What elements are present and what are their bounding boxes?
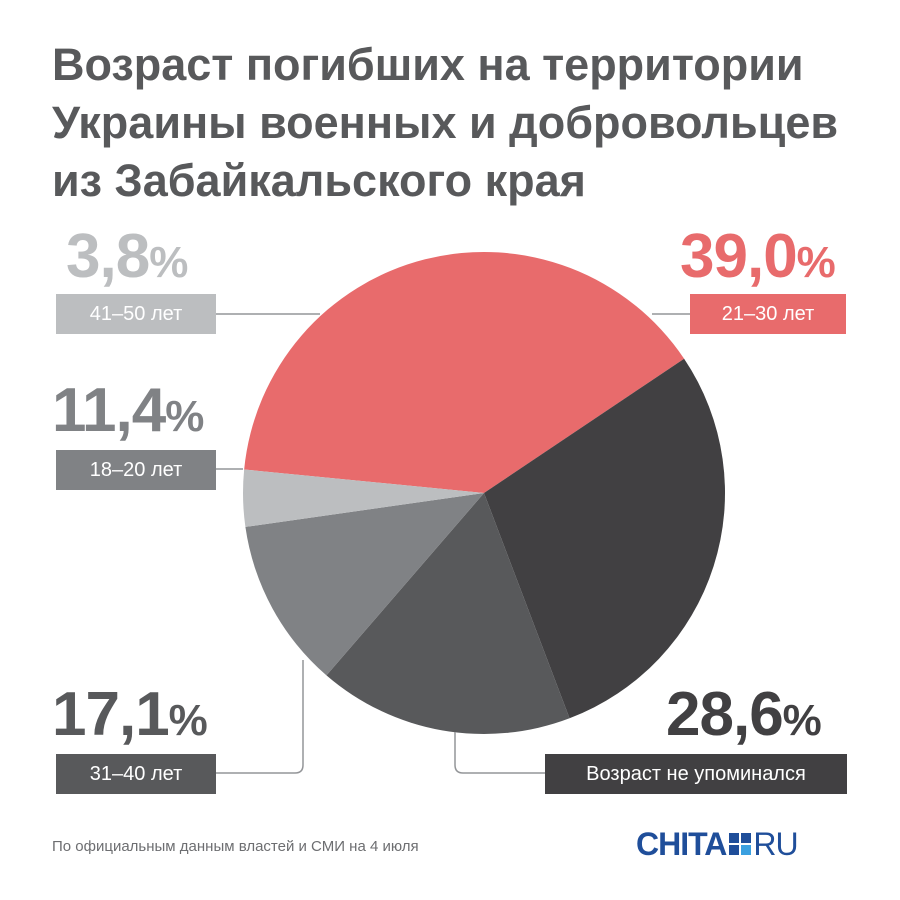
source-footnote: По официальным данным властей и СМИ на 4… xyxy=(52,838,419,855)
leader-line-31-40 xyxy=(216,660,304,774)
slice-label-41-50: 41–50 лет xyxy=(56,294,216,334)
slice-unknown xyxy=(484,358,726,719)
slice-value-unknown: 28,6% xyxy=(666,684,822,752)
chita-ru-logo: CHITA RU xyxy=(636,825,799,862)
percent-sign: % xyxy=(149,238,188,287)
slice-value-number: 39,0 xyxy=(680,222,798,291)
slice-value-number: 28,6 xyxy=(666,680,784,749)
slice-label-18-20: 18–20 лет xyxy=(56,450,216,490)
slice-value-21-30: 39,0% xyxy=(680,226,836,294)
percent-sign: % xyxy=(165,392,204,441)
slice-21-30 xyxy=(244,251,685,493)
slice-label-unknown: Возраст не упоминался xyxy=(545,754,847,794)
percent-sign: % xyxy=(168,696,208,745)
slice-value-number: 11,4 xyxy=(52,376,166,445)
chart-title-line: из Забайкальского края xyxy=(52,155,586,206)
slice-value-18-20: 11,4% xyxy=(52,380,204,448)
chart-title: Возраст погибших на территории Украины в… xyxy=(52,36,872,210)
slice-label-21-30: 21–30 лет xyxy=(690,294,846,334)
logo-text-right: RU xyxy=(753,825,798,862)
slice-value-41-50: 3,8% xyxy=(66,226,188,294)
slice-value-number: 3,8 xyxy=(66,222,150,291)
leader-line-unknown xyxy=(454,732,545,774)
slice-label-31-40: 31–40 лет xyxy=(56,754,216,794)
chart-title-line: Возраст погибших на территории xyxy=(52,39,804,90)
slice-18-20 xyxy=(245,493,484,676)
slice-value-number: 17,1 xyxy=(52,680,170,749)
slice-value-31-40: 17,1% xyxy=(52,684,208,752)
slice-41-50 xyxy=(242,469,484,527)
percent-sign: % xyxy=(796,238,836,287)
logo-squares-icon xyxy=(729,833,752,855)
leader-lines xyxy=(216,313,690,774)
chart-title-line: Украины военных и добровольцев xyxy=(52,97,839,148)
pie-slices xyxy=(242,251,726,735)
slice-31-40 xyxy=(326,493,570,735)
logo-text-left: CHITA xyxy=(636,825,727,862)
percent-sign: % xyxy=(782,696,822,745)
